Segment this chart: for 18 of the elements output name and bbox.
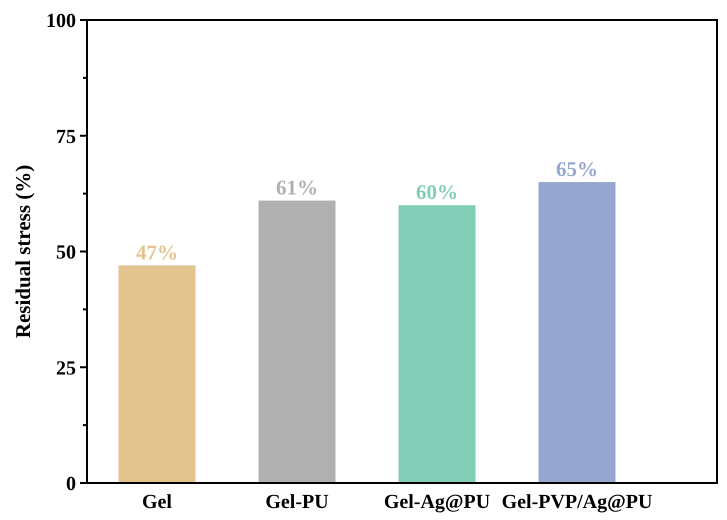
data-label: 47% [136, 240, 178, 264]
data-label: 65% [556, 157, 598, 182]
x-tick-label: Gel-Ag@PU [384, 491, 490, 513]
y-tick-label: 75 [56, 126, 76, 148]
y-axis-title: Residual stress (%) [11, 164, 35, 338]
data-label: 60% [416, 180, 458, 204]
y-tick-label: 25 [56, 357, 76, 380]
data-label: 61% [276, 176, 318, 200]
x-tick-label: Gel-PVP/Ag@PU [502, 491, 652, 513]
bar [258, 200, 336, 483]
x-tick-label: Gel [142, 491, 172, 513]
x-tick-label: Gel-PU [265, 491, 329, 513]
bar [538, 182, 616, 483]
y-tick-label: 100 [46, 10, 76, 32]
bar [398, 205, 476, 483]
bar [118, 265, 196, 483]
y-tick-label: 50 [56, 242, 76, 264]
y-tick-label: 0 [66, 473, 76, 495]
